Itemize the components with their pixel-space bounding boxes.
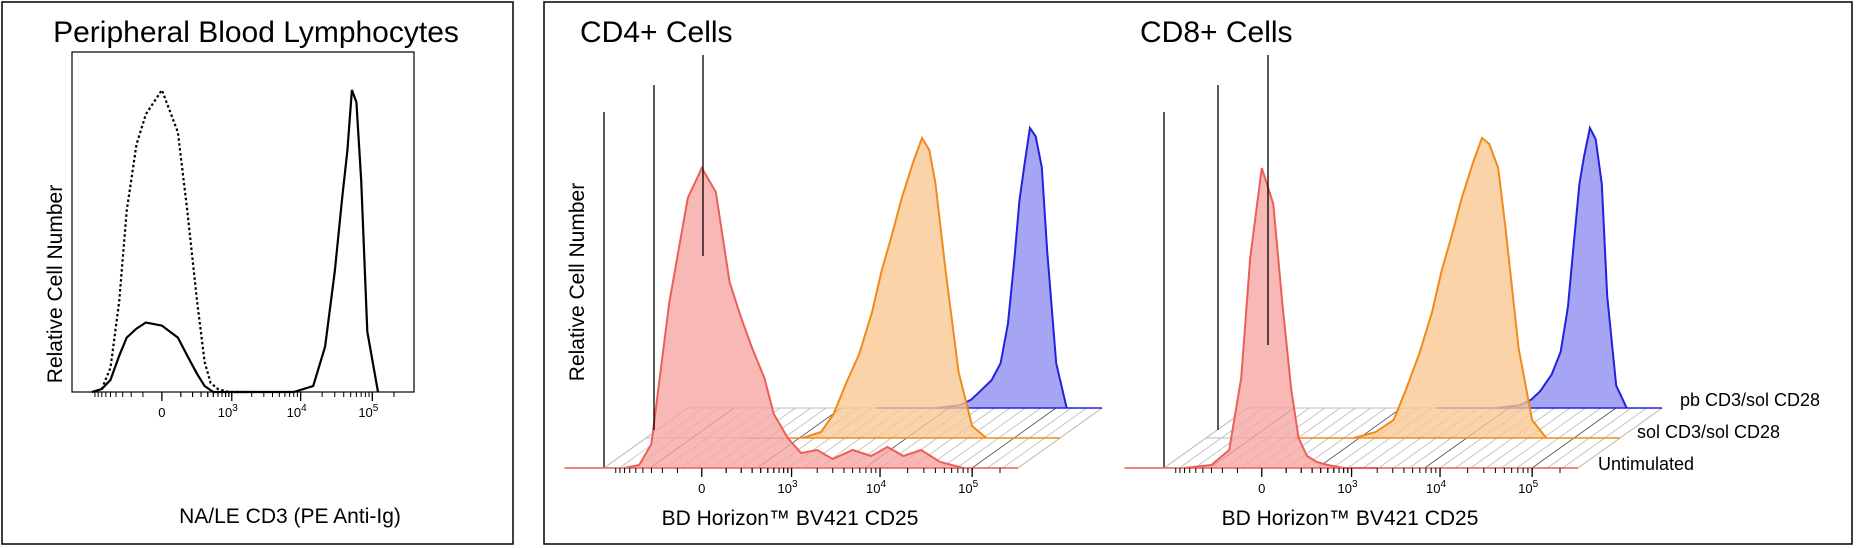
chart-1-tick-label: 105 — [358, 403, 378, 420]
chart-2-tick-exponent: 3 — [792, 479, 798, 490]
chart-2-ylabel: Relative Cell Number — [566, 183, 589, 381]
chart-2-tick-exponent: 4 — [880, 479, 886, 490]
chart-1-series-dotted — [91, 87, 252, 394]
chart-1-tick-label: 103 — [218, 403, 238, 420]
chart-3-tick-label: 104 — [1426, 479, 1446, 496]
chart-2-tick-label: 105 — [958, 479, 978, 496]
chart-1-tick-exponent: 5 — [373, 403, 379, 414]
chart-1-tick-exponent: 4 — [301, 403, 307, 414]
left-panel-frame — [1, 1, 514, 545]
chart-3-xlabel: BD Horizon™ BV421 CD25 — [1222, 507, 1479, 530]
chart-3-title: CD8+ Cells — [1140, 16, 1293, 49]
chart-2-tick-label: 104 — [866, 479, 886, 496]
chart-2-orange-area — [802, 138, 987, 438]
chart-2-title: CD4+ Cells — [580, 16, 733, 49]
chart-1-xlabel: NA/LE CD3 (PE Anti-Ig) — [179, 505, 401, 528]
chart-2-red-line — [624, 165, 964, 469]
chart-2-tick-label: 0 — [698, 481, 705, 496]
chart-3-plot: 0 103 104 105 — [1124, 55, 1663, 496]
chart-1-title: Peripheral Blood Lymphocytes — [53, 16, 459, 49]
chart-1-plot: 0 103 104 105 — [71, 51, 415, 420]
chart-3-red-area — [1184, 168, 1378, 468]
chart-3-blue-area — [1496, 128, 1627, 408]
right-panel-frame — [543, 1, 1853, 545]
chart-3-tick-exponent: 4 — [1440, 479, 1446, 490]
legend-untimulated: Untimulated — [1598, 454, 1694, 474]
chart-2-tick-exponent: 5 — [973, 479, 979, 490]
chart-2-xlabel: BD Horizon™ BV421 CD25 — [662, 507, 919, 530]
chart-1-ylabel: Relative Cell Number — [44, 185, 67, 383]
chart-2-blue-area — [936, 128, 1067, 408]
chart-2-plot: 0 103 104 105 — [564, 55, 1103, 496]
chart-3-orange-line — [1353, 136, 1548, 439]
legend-pb-cd3: pb CD3/sol CD28 — [1680, 390, 1820, 410]
chart-1-tick-label: 0 — [158, 405, 165, 420]
legend-sol-cd3: sol CD3/sol CD28 — [1637, 422, 1780, 442]
chart-3-tick-label: 103 — [1338, 479, 1358, 496]
chart-2-tick-label: 103 — [778, 479, 798, 496]
chart-3-blue-line — [1496, 125, 1628, 409]
chart-2-red-area — [624, 168, 964, 468]
chart-1-series-solid — [91, 89, 380, 394]
chart-3-red-line — [1184, 167, 1378, 469]
chart-1-tick-label: 104 — [287, 403, 307, 420]
chart-3-tick-label: 0 — [1258, 481, 1265, 496]
chart-3-tick-exponent: 5 — [1533, 479, 1539, 490]
chart-2-orange-line — [802, 135, 987, 439]
chart-3-orange-area — [1354, 138, 1547, 438]
chart-3-tick-exponent: 3 — [1352, 479, 1358, 490]
chart-1-tick-exponent: 3 — [232, 403, 238, 414]
chart-2-blue-line — [936, 125, 1068, 409]
chart-3-tick-label: 105 — [1518, 479, 1538, 496]
